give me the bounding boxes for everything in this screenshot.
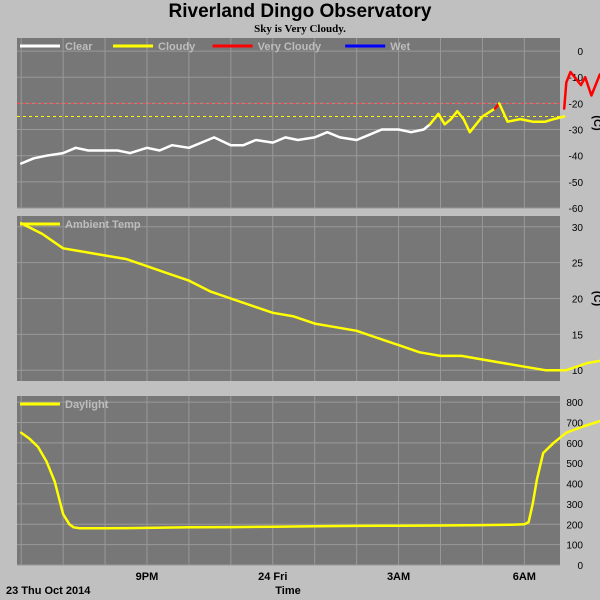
y-axis-unit-ambient: (C): [591, 291, 600, 307]
series-line-ambient-temp: [19, 221, 600, 372]
y-tick-label-sky: -30: [569, 126, 584, 137]
y-tick-label-sky: -40: [569, 152, 584, 163]
y-tick-label-daylight: 200: [566, 520, 583, 531]
legend-label-ambient-temp: Ambient Temp: [65, 219, 141, 231]
x-tick-label-6am: 6AM: [513, 571, 536, 583]
series-line-daylight: [19, 419, 600, 530]
plot-area-sky: [17, 38, 560, 208]
y-tick-label-ambient: 20: [572, 295, 584, 306]
y-tick-label-ambient: 15: [572, 330, 584, 341]
x-tick-label-9pm: 9PM: [136, 571, 159, 583]
y-tick-label-daylight: 0: [577, 561, 583, 572]
y-tick-label-daylight: 400: [566, 480, 583, 491]
y-tick-label-ambient: 25: [572, 259, 584, 270]
series-line-clear: [19, 123, 432, 165]
legend-label-wet: Wet: [390, 41, 410, 53]
x-tick-label-3am: 3AM: [387, 571, 410, 583]
y-tick-label-sky: -20: [569, 99, 584, 110]
legend-label-very-cloudy: Very Cloudy: [258, 41, 322, 53]
legend-label-cloudy: Cloudy: [158, 41, 196, 53]
y-tick-label-daylight: 300: [566, 500, 583, 511]
y-axis-unit-sky: (C): [591, 115, 600, 131]
plot-area-daylight: [17, 396, 560, 565]
y-tick-label-daylight: 800: [566, 398, 583, 409]
date-label: 23 Thu Oct 2014: [6, 585, 91, 597]
page-subtitle: Sky is Very Cloudy.: [254, 23, 346, 35]
y-tick-label-daylight: 600: [566, 439, 583, 450]
y-tick-label-ambient: 30: [572, 223, 584, 234]
y-tick-label-sky: -60: [569, 204, 584, 215]
x-axis-label: Time: [275, 585, 300, 597]
y-tick-label-ambient: 10: [572, 366, 584, 377]
y-tick-label-daylight: 500: [566, 459, 583, 470]
legend-label-clear: Clear: [65, 41, 93, 53]
y-tick-label-daylight: 700: [566, 418, 583, 429]
legend-label-daylight: Daylight: [65, 399, 109, 411]
series-line-cloudy: [428, 107, 497, 134]
series-line-cloudy: [497, 102, 566, 123]
page-title: Riverland Dingo Observatory: [168, 1, 432, 22]
series-line-very-cloudy: [562, 70, 600, 110]
y-tick-label-sky: 0: [577, 47, 583, 58]
y-tick-label-sky: -50: [569, 178, 584, 189]
y-tick-label-daylight: 100: [566, 541, 583, 552]
x-tick-label-24-fri: 24 Fri: [258, 571, 287, 583]
